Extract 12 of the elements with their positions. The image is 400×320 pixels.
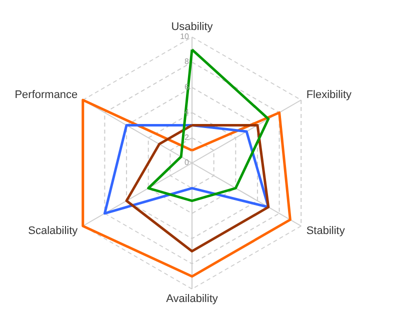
y-tick-label: 6 bbox=[184, 82, 190, 92]
y-tick-label: 2 bbox=[184, 132, 190, 142]
y-tick-label: 10 bbox=[180, 32, 190, 41]
spoke-label: Usability bbox=[171, 21, 214, 33]
spoke-label: Stability bbox=[306, 225, 346, 237]
y-tick-label: 4 bbox=[184, 108, 190, 117]
y-tick-label: 0 bbox=[184, 158, 190, 167]
spoke-label: Scalability bbox=[28, 225, 78, 237]
spoke-label: Performance bbox=[14, 89, 78, 101]
y-tick-label: 8 bbox=[184, 57, 190, 66]
spoke-label: Flexibility bbox=[306, 89, 352, 101]
spoke-label: Availability bbox=[166, 293, 218, 305]
